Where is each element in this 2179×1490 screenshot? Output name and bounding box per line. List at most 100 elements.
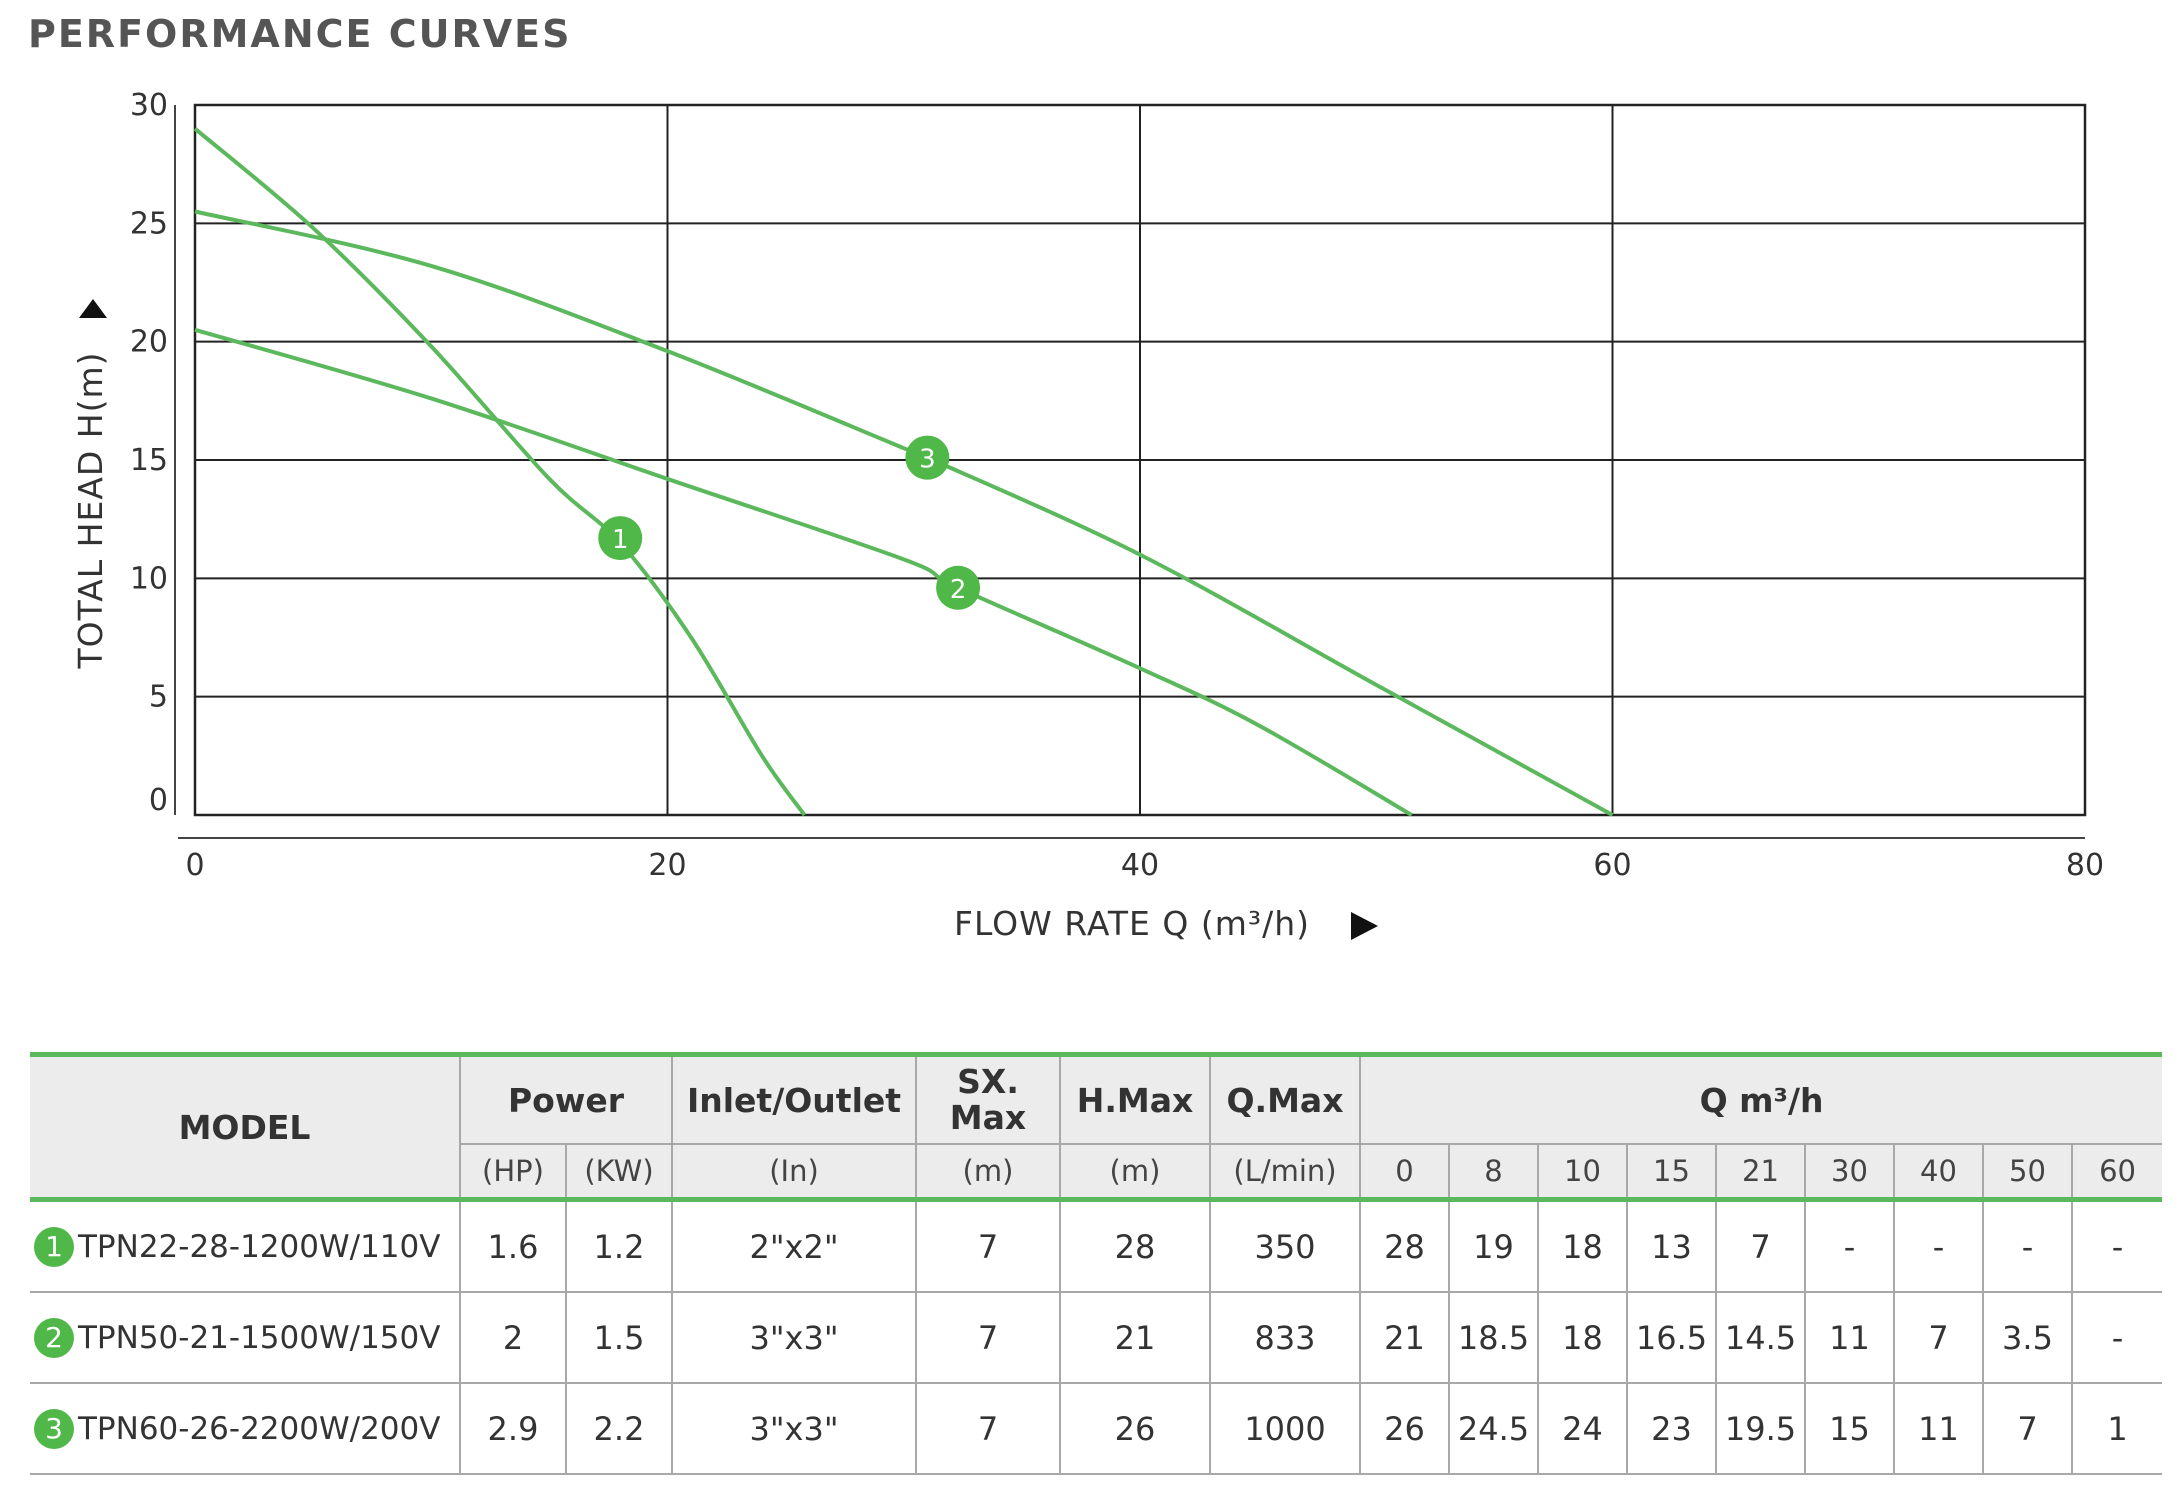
inlet-cell: 3"x3": [671, 1291, 917, 1384]
kw-cell: 1.5: [565, 1291, 673, 1384]
header-power: Power: [459, 1052, 673, 1145]
x-tick-label: 80: [2066, 848, 2104, 883]
head-value-cell: 24.5: [1448, 1382, 1539, 1475]
x-tick-label: 40: [1121, 848, 1159, 883]
head-value-cell: 23: [1626, 1382, 1717, 1475]
kw-cell: 2.2: [565, 1382, 673, 1475]
chart-grid: [174, 103, 2087, 839]
head-value-cell: 21: [1359, 1291, 1450, 1384]
curve-badge-1: [598, 516, 643, 561]
kw-cell: 1.2: [565, 1197, 673, 1293]
y-axis-label: TOTAL HEAD H(m): [71, 351, 110, 669]
header-sx-line2: Max: [949, 1098, 1027, 1137]
header-q-max: Q.Max: [1209, 1052, 1361, 1145]
curve-3: [194, 209, 1614, 817]
model-name: TPN60-26-2200W/200V: [78, 1410, 441, 1447]
table-row: 2 TPN50-21-1500W/150V 2 1.5 3"x3" 7 21 833 21 18.…: [30, 1291, 2163, 1384]
head-value-cell: 14.5: [1715, 1291, 1806, 1384]
head-value-cell: 26: [1359, 1382, 1450, 1475]
sx-cell: 7: [915, 1382, 1061, 1475]
head-value-cell: 19.5: [1715, 1382, 1806, 1475]
curve-badge-label: 1: [612, 525, 629, 555]
spec-table: MODEL Power Inlet/Outlet SX. Max H.Max Q…: [30, 1052, 2163, 1475]
model-cell: 2 TPN50-21-1500W/150V: [30, 1291, 461, 1384]
unit-sx: (m): [915, 1143, 1061, 1201]
unit-kw: (KW): [565, 1143, 673, 1201]
qmax-cell: 350: [1209, 1197, 1361, 1293]
hp-cell: 2: [459, 1291, 567, 1384]
head-value-cell: 13: [1626, 1197, 1717, 1293]
hmax-cell: 26: [1059, 1382, 1211, 1475]
hp-cell: 1.6: [459, 1197, 567, 1293]
head-value-cell: 11: [1893, 1382, 1984, 1475]
unit-q-point: 60: [2070, 1143, 2163, 1201]
header-sx-max: SX. Max: [915, 1052, 1061, 1145]
unit-q-point: 10: [1537, 1143, 1628, 1201]
y-axis-arrow-icon: [79, 299, 107, 318]
head-value-cell: 18: [1537, 1197, 1628, 1293]
head-value-cell: -: [1893, 1197, 1984, 1293]
y-tick-label: 25: [130, 206, 168, 241]
curve-2: [194, 327, 1413, 817]
curve-badge-2: [936, 565, 981, 610]
curve-badges: 1 2 3: [598, 435, 981, 610]
head-value-cell: 19: [1448, 1197, 1539, 1293]
head-value-cell: 16.5: [1626, 1291, 1717, 1384]
unit-h: (m): [1059, 1143, 1211, 1201]
table-header-row: MODEL Power Inlet/Outlet SX. Max H.Max Q…: [30, 1052, 2163, 1201]
hmax-cell: 21: [1059, 1291, 1211, 1384]
head-value-cell: 7: [1982, 1382, 2073, 1475]
x-axis-label: FLOW RATE Q (m³/h): [954, 904, 1310, 943]
table-body: 1 TPN22-28-1200W/110V 1.6 1.2 2"x2" 7 28 350 28 1…: [30, 1197, 2163, 1475]
y-tick-label: 15: [130, 443, 168, 478]
table-unit-row: (HP) (KW) (In) (m) (m) (L/min) 0 8 10 15 21 3…: [30, 1143, 2163, 1201]
head-value-cell: 1: [2070, 1382, 2163, 1475]
unit-inlet: (In): [671, 1143, 917, 1201]
inlet-cell: 3"x3": [671, 1382, 917, 1475]
inlet-cell: 2"x2": [671, 1197, 917, 1293]
header-h-max: H.Max: [1059, 1052, 1211, 1145]
y-tick-label: 30: [130, 88, 168, 123]
model-number-badge: 1: [34, 1226, 74, 1267]
unit-hp: (HP): [460, 1143, 567, 1201]
head-value-cell: -: [2070, 1197, 2163, 1293]
head-value-cell: 7: [1893, 1291, 1984, 1384]
unit-q-point: 50: [1982, 1143, 2073, 1201]
head-value-cell: 7: [1715, 1197, 1806, 1293]
head-value-cell: 18.5: [1448, 1291, 1539, 1384]
head-value-cell: 24: [1537, 1382, 1628, 1475]
unit-q-point: 30: [1804, 1143, 1895, 1201]
table-row: 3 TPN60-26-2200W/200V 2.9 2.2 3"x3" 7 26 1000 26…: [30, 1382, 2163, 1475]
unit-q-point: 8: [1448, 1143, 1539, 1201]
hmax-cell: 28: [1059, 1197, 1211, 1293]
head-value-cell: 11: [1804, 1291, 1895, 1384]
x-tick-label: 20: [648, 848, 686, 883]
hp-cell: 2.9: [459, 1382, 567, 1475]
curve-badge-3: [905, 435, 950, 480]
head-value-cell: 18: [1537, 1291, 1628, 1384]
performance-chart: 0 5 10 15 20 25 30 0 20 40 60 80 1 2 3 TOTAL HEAD H(…: [71, 88, 2104, 943]
unit-q-point: 15: [1626, 1143, 1717, 1201]
curve-badge-label: 3: [919, 445, 936, 475]
table-row: 1 TPN22-28-1200W/110V 1.6 1.2 2"x2" 7 28 350 28 1…: [30, 1197, 2163, 1293]
curves: [193, 127, 1614, 817]
head-value-cell: 3.5: [1982, 1291, 2073, 1384]
qmax-cell: 1000: [1209, 1382, 1361, 1475]
x-tick-labels: 0 20 40 60 80: [185, 848, 2104, 883]
header-inlet-outlet: Inlet/Outlet: [671, 1052, 917, 1145]
x-tick-label: 60: [1593, 848, 1631, 883]
model-number-badge: 3: [34, 1408, 74, 1449]
header-q: Q m³/h: [1358, 1052, 2163, 1145]
unit-qmax: (L/min): [1209, 1143, 1361, 1201]
head-value-cell: -: [1982, 1197, 2073, 1293]
section-title: PERFORMANCE CURVES: [28, 12, 572, 56]
unit-q-point: 21: [1715, 1143, 1806, 1201]
header-model: MODEL: [30, 1052, 461, 1201]
model-name: TPN22-28-1200W/110V: [78, 1228, 441, 1265]
head-value-cell: -: [2070, 1291, 2163, 1384]
sx-cell: 7: [915, 1291, 1061, 1384]
x-tick-label: 0: [185, 848, 204, 883]
header-sx-line1: SX.: [957, 1062, 1019, 1101]
y-tick-label: 10: [130, 561, 168, 596]
head-value-cell: -: [1804, 1197, 1895, 1293]
